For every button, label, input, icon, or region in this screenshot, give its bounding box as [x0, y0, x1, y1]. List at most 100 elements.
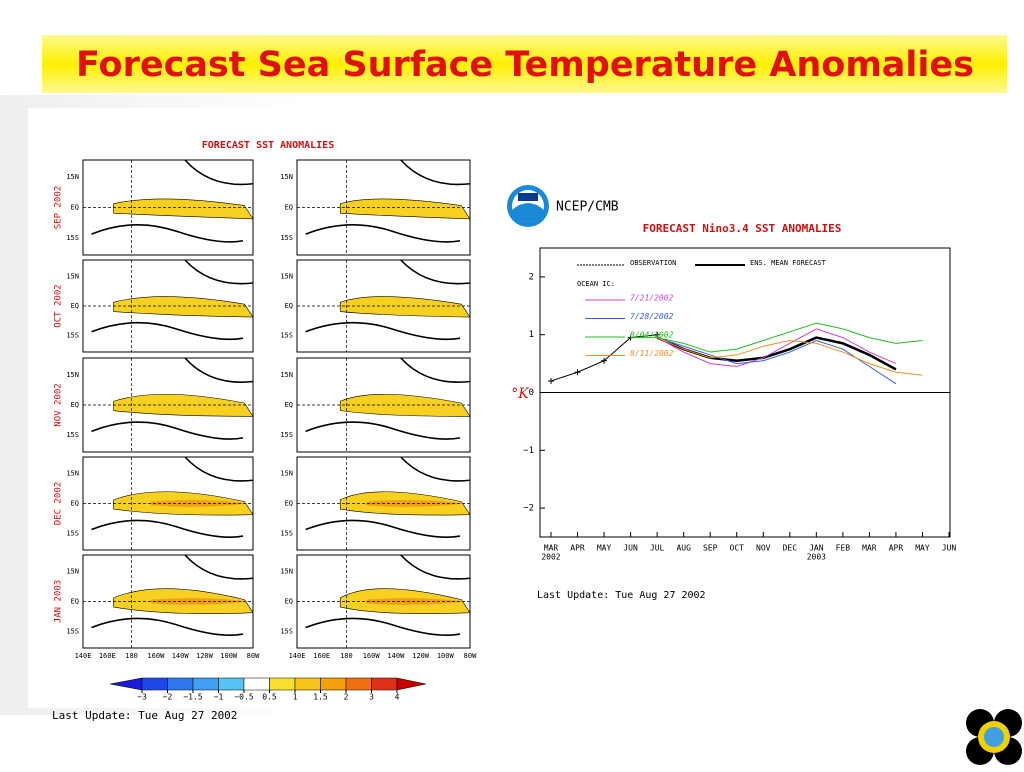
lat-label: 15S — [280, 331, 293, 339]
lon-label: 140E — [289, 652, 306, 660]
colorbar-segment — [345, 677, 372, 691]
x-tick-label: MAR — [544, 544, 559, 553]
lat-label: 15N — [280, 371, 293, 379]
x-tick-label: AUG — [676, 544, 691, 553]
colorbar-tick-label: −2 — [163, 693, 173, 702]
contour — [91, 617, 244, 636]
colorbar-arrow — [396, 677, 427, 691]
maps-last-update: Last Update: Tue Aug 27 2002 — [52, 709, 237, 722]
chart-header: NCEP/CMB — [556, 200, 619, 215]
chart-last-update: Last Update: Tue Aug 27 2002 — [537, 590, 706, 601]
colorbar-tick-label: 3 — [369, 693, 374, 702]
slide-title: Forecast Sea Surface Temperature Anomali… — [76, 45, 974, 85]
lon-label: 140E — [75, 652, 92, 660]
maps-title: FORECAST SST ANOMALIES — [202, 140, 334, 151]
anomaly-region — [339, 198, 471, 220]
legend-label: OCEAN IC: — [577, 280, 615, 288]
x-tick-label: APR — [889, 544, 904, 553]
colorbar-tick-label: 2 — [344, 693, 349, 702]
corner-logo — [966, 709, 1022, 765]
contour — [400, 456, 471, 482]
x-tick-label: APR — [570, 544, 585, 553]
colorbar-tick-label: 0.5 — [262, 693, 277, 702]
lat-label: 15N — [280, 568, 293, 576]
y-tick-label: 2 — [529, 272, 534, 282]
contour — [184, 456, 254, 482]
x-year-label: 2003 — [807, 553, 826, 562]
lon-label: 180 — [340, 652, 353, 660]
lon-label: 120W — [196, 652, 214, 660]
contour — [184, 259, 254, 285]
x-tick-label: NOV — [756, 544, 771, 553]
lon-label: 100W — [220, 652, 238, 660]
contour — [400, 554, 471, 580]
colorbar-tick-label: −1 — [214, 693, 224, 702]
lat-label: 15N — [66, 470, 79, 478]
contour — [184, 554, 254, 580]
y-tick-label: 0 — [529, 388, 534, 398]
x-tick-label: JUN — [942, 544, 957, 553]
lat-label: EQ — [71, 204, 79, 212]
observation-point — [548, 377, 554, 384]
contour — [305, 421, 461, 440]
legend-label: 8/04/2002 — [630, 331, 674, 340]
lon-label: 80W — [464, 652, 477, 660]
x-tick-label: JAN — [809, 544, 824, 553]
month-label: OCT 2002 — [54, 284, 64, 327]
contour — [400, 357, 471, 383]
lon-label: 140W — [172, 652, 190, 660]
chart-title: FORECAST Nino3.4 SST ANOMALIES — [643, 222, 842, 235]
x-tick-label: MAY — [597, 544, 612, 553]
x-year-label: 2002 — [541, 553, 560, 562]
title-banner — [42, 35, 1007, 93]
lat-label: EQ — [285, 204, 293, 212]
contour — [184, 159, 254, 186]
lon-label: 140W — [387, 652, 405, 660]
x-tick-label: MAY — [915, 544, 930, 553]
member-line — [630, 322, 923, 353]
lon-label: 160E — [313, 652, 330, 660]
colorbar-segment — [320, 677, 347, 691]
lat-label: 15N — [66, 568, 79, 576]
lat-label: 15S — [280, 627, 293, 635]
x-tick-label: JUL — [650, 544, 665, 553]
observation-point — [574, 369, 581, 376]
x-tick-label: JUN — [623, 544, 638, 553]
legend-label: ENS. MEAN FORECAST — [750, 259, 827, 267]
lat-label: 15N — [280, 273, 293, 281]
colorbar-segment — [141, 677, 168, 691]
x-tick-label: OCT — [730, 544, 745, 553]
colorbar-tick-label: −0.5 — [234, 693, 253, 702]
observation-point — [601, 357, 608, 364]
observation-point — [654, 331, 661, 338]
colorbar-tick-label: −3 — [137, 693, 147, 702]
contour — [305, 321, 461, 341]
lat-label: EQ — [71, 401, 79, 409]
lat-label: 15S — [280, 529, 293, 537]
contour — [400, 159, 471, 186]
contour — [305, 224, 461, 243]
x-tick-label: FEB — [836, 544, 851, 553]
contour — [305, 519, 461, 538]
x-tick-label: SEP — [703, 544, 718, 553]
colorbar-segment — [294, 677, 321, 691]
colorbar-segment — [167, 677, 194, 691]
lat-label: EQ — [71, 598, 79, 606]
colorbar-tick-label: 1 — [293, 693, 298, 702]
y-axis-label: °K — [511, 386, 530, 402]
lat-label: 15N — [66, 371, 79, 379]
lat-label: 15N — [66, 173, 79, 181]
month-label: SEP 2002 — [54, 186, 64, 229]
lat-label: 15S — [66, 331, 79, 339]
colorbar-segment — [218, 677, 245, 691]
month-label: DEC 2002 — [54, 482, 64, 525]
lat-label: EQ — [285, 598, 293, 606]
x-tick-label: DEC — [783, 544, 798, 553]
lat-label: 15S — [66, 529, 79, 537]
colorbar-tick-label: −1.5 — [183, 693, 202, 702]
legend-label: 8/11/2002 — [630, 349, 674, 358]
colorbar-segment — [269, 677, 296, 691]
colorbar-segment — [371, 677, 398, 691]
anomaly-core — [366, 500, 466, 507]
lat-label: 15S — [66, 627, 79, 635]
